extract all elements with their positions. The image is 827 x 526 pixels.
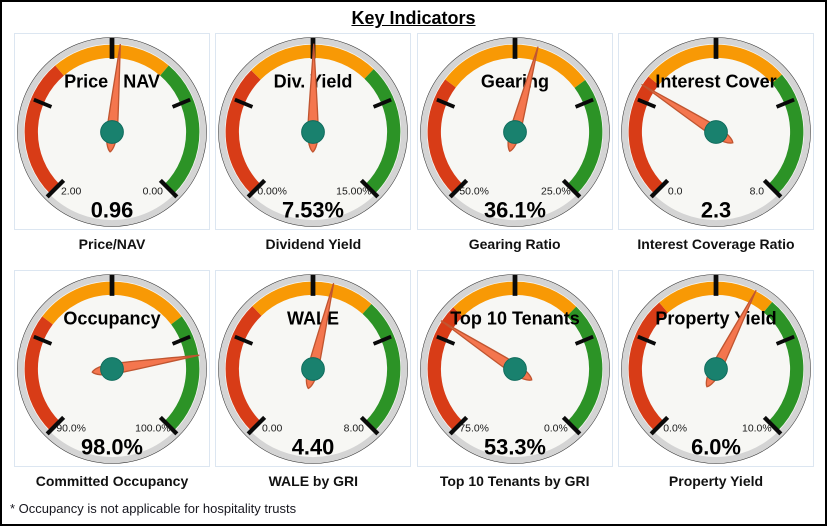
gauge-caption: Top 10 Tenants by GRI: [439, 473, 590, 489]
svg-text:8.0: 8.0: [750, 186, 765, 197]
gauge-caption: Price/NAV: [78, 236, 146, 252]
gauge-cell: Top 10 Tenants 75.0% 0.0% 53.3% Top 10 Tena…: [416, 270, 613, 489]
gauge-caption: Interest Coverage Ratio: [637, 236, 795, 252]
gauge-card: Top 10 Tenants 75.0% 0.0% 53.3%: [416, 270, 613, 467]
svg-text:2.00: 2.00: [61, 186, 82, 197]
svg-text:WALE: WALE: [287, 308, 339, 328]
gauge-cell: Div. Yield 0.00% 15.00% 7.53% Dividend Yiel…: [215, 33, 412, 252]
gauge-dividend-yield: Div. Yield 0.00% 15.00% 7.53%: [218, 36, 409, 227]
gauge-top-10-tenants-by-gri: Top 10 Tenants 75.0% 0.0% 53.3%: [419, 273, 610, 464]
gauge-gearing-ratio: Gearing 50.0% 25.0% 36.1%: [419, 36, 610, 227]
gauge-card: Occupancy 90.0% 100.0% 98.0%: [14, 270, 210, 467]
svg-text:0.00: 0.00: [143, 186, 164, 197]
svg-text:53.3%: 53.3%: [484, 434, 546, 459]
gauge-caption: Dividend Yield: [265, 236, 362, 252]
svg-text:0.00%: 0.00%: [258, 186, 288, 197]
svg-text:6.0%: 6.0%: [691, 434, 741, 459]
footnote: * Occupancy is not applicable for hospit…: [10, 501, 297, 516]
svg-text:0.00: 0.00: [262, 423, 283, 434]
page-title: Key Indicators: [351, 8, 476, 28]
svg-text:0.0%: 0.0%: [663, 423, 687, 434]
svg-text:Gearing: Gearing: [481, 71, 549, 91]
svg-text:36.1%: 36.1%: [484, 197, 546, 222]
gauge-cell: Interest Cover 0.0 8.0 2.3 Interest Coverag…: [617, 33, 814, 252]
gauge-card: Price / NAV 2.00 0.00 0.96: [14, 33, 210, 230]
svg-text:50.0%: 50.0%: [459, 186, 489, 197]
gauge-grid: Price / NAV 2.00 0.00 0.96 Price/NAV Div. Y…: [2, 31, 825, 489]
gauge-committed-occupancy: Occupancy 90.0% 100.0% 98.0%: [17, 273, 207, 464]
svg-text:0.96: 0.96: [91, 197, 134, 222]
svg-text:90.0%: 90.0%: [56, 423, 86, 434]
gauge-property-yield: Property Yield 0.0% 10.0% 6.0%: [621, 273, 811, 464]
svg-text:Top 10 Tenants: Top 10 Tenants: [450, 308, 580, 328]
gauge-card: Gearing 50.0% 25.0% 36.1%: [416, 33, 613, 230]
gauge-cell: WALE 0.00 8.00 4.40 WALE by GRI: [215, 270, 412, 489]
svg-text:25.0%: 25.0%: [541, 186, 571, 197]
svg-text:10.0%: 10.0%: [742, 423, 772, 434]
svg-text:Occupancy: Occupancy: [63, 308, 160, 328]
svg-text:15.00%: 15.00%: [336, 186, 371, 197]
svg-text:0.0%: 0.0%: [544, 423, 568, 434]
gauge-cell: Property Yield 0.0% 10.0% 6.0% Property Yie…: [617, 270, 814, 489]
gauge-caption: WALE by GRI: [268, 473, 359, 489]
gauge-cell: Price / NAV 2.00 0.00 0.96 Price/NAV: [14, 33, 210, 252]
gauge-card: WALE 0.00 8.00 4.40: [215, 270, 412, 467]
svg-text:7.53%: 7.53%: [282, 197, 344, 222]
gauge-caption: Property Yield: [668, 473, 764, 489]
svg-text:Property Yield: Property Yield: [655, 308, 776, 328]
gauge-interest-coverage-ratio: Interest Cover 0.0 8.0 2.3: [621, 36, 811, 227]
gauge-price-nav: Price / NAV 2.00 0.00 0.96: [17, 36, 207, 227]
svg-text:98.0%: 98.0%: [81, 434, 143, 459]
gauge-cell: Occupancy 90.0% 100.0% 98.0% Committed Occu…: [14, 270, 210, 489]
svg-text:Interest Cover: Interest Cover: [655, 71, 776, 91]
gauge-caption: Committed Occupancy: [35, 473, 189, 489]
svg-text:4.40: 4.40: [292, 434, 335, 459]
svg-text:2.3: 2.3: [701, 197, 731, 222]
gauge-card: Div. Yield 0.00% 15.00% 7.53%: [215, 33, 412, 230]
svg-text:0.0: 0.0: [668, 186, 683, 197]
gauge-caption: Gearing Ratio: [468, 236, 561, 252]
svg-text:8.00: 8.00: [344, 423, 365, 434]
gauge-wale-by-gri: WALE 0.00 8.00 4.40: [218, 273, 409, 464]
gauge-cell: Gearing 50.0% 25.0% 36.1% Gearing Ratio: [416, 33, 613, 252]
gauge-card: Interest Cover 0.0 8.0 2.3: [617, 33, 814, 230]
svg-text:75.0%: 75.0%: [459, 423, 489, 434]
gauge-card: Property Yield 0.0% 10.0% 6.0%: [617, 270, 814, 467]
svg-text:Price / NAV: Price / NAV: [64, 71, 160, 91]
svg-text:100.0%: 100.0%: [135, 423, 170, 434]
